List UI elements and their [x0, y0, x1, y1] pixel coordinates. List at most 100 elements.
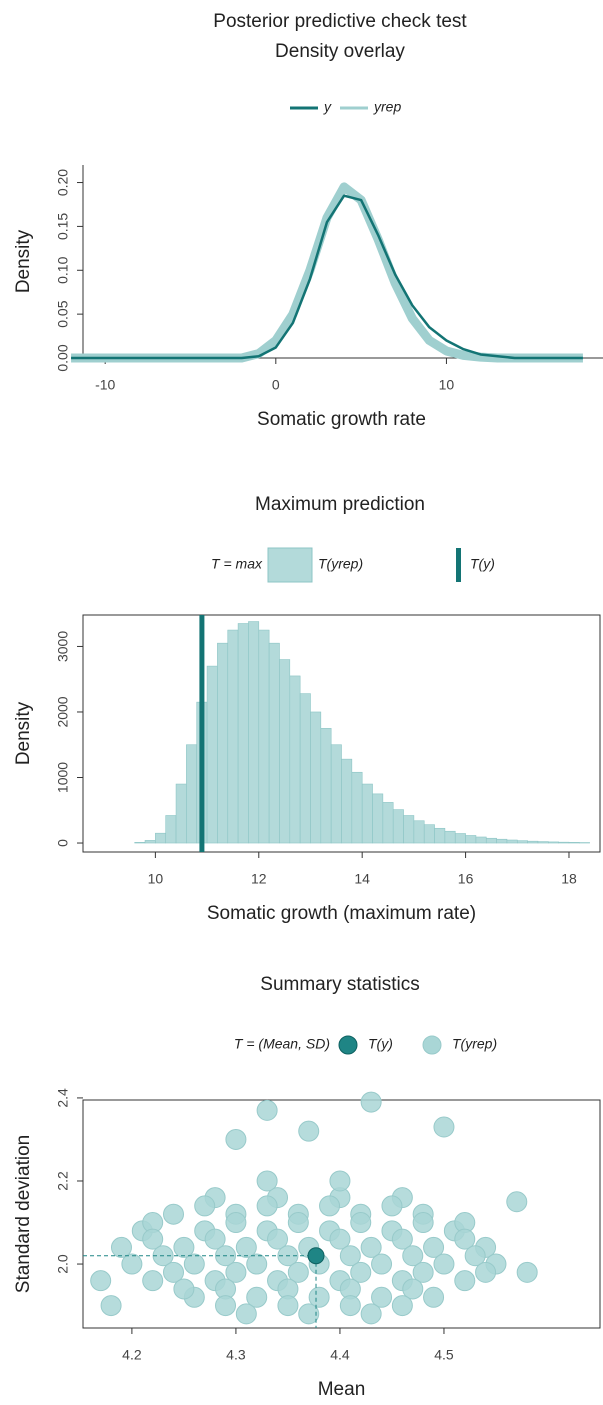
histogram-bar [496, 838, 508, 844]
histogram-bar [227, 629, 239, 844]
y-tick-label: 2.0 [55, 1254, 71, 1274]
y-tick-label: 0.15 [55, 213, 71, 240]
y-tick-label: 0 [55, 839, 71, 847]
histogram-bar [537, 841, 549, 844]
y-tick-label: 1000 [55, 762, 71, 793]
histogram-bar [258, 629, 270, 844]
histogram-bar [165, 815, 177, 844]
histogram-bar [155, 832, 167, 844]
legend-label: T(yrep) [452, 1036, 497, 1052]
histogram-bar [568, 842, 580, 844]
x-tick-label: 18 [561, 871, 577, 887]
histogram-bar [382, 802, 394, 844]
histogram-bar [268, 642, 280, 844]
scatter-point [339, 1245, 361, 1267]
x-tick-label: 10 [148, 871, 164, 887]
histogram-bar [206, 665, 218, 844]
scatter-point [464, 1245, 486, 1267]
legend-label: T(y) [470, 556, 495, 572]
histogram-bar [454, 833, 466, 844]
x-tick-label: 4.5 [434, 1347, 454, 1363]
histogram-bar [310, 711, 322, 844]
scatter-point [307, 1247, 325, 1265]
x-axis-label: Somatic growth rate [257, 409, 426, 430]
density-line [71, 182, 583, 363]
histogram-bar [413, 820, 425, 844]
scatter-point [319, 1195, 341, 1217]
histogram-bar [506, 839, 518, 844]
x-tick-label: -10 [95, 377, 115, 393]
legend-swatch [267, 547, 313, 583]
histogram-bar [134, 842, 146, 844]
scatter-point [402, 1245, 424, 1267]
scatter-point [339, 1295, 361, 1317]
scatter-point [371, 1286, 393, 1308]
chart-title: Posterior predictive check test [213, 11, 467, 32]
histogram-bar [423, 824, 435, 844]
y-tick-label: 0.20 [55, 169, 71, 196]
scatter-point [433, 1116, 455, 1138]
histogram-bar [547, 841, 559, 844]
scatter-point [287, 1212, 309, 1234]
scatter-point [402, 1278, 424, 1300]
scatter-point [121, 1253, 143, 1275]
scatter-point [173, 1278, 195, 1300]
scatter-point [235, 1236, 257, 1258]
x-tick-label: 14 [354, 871, 370, 887]
x-axis-label: Somatic growth (maximum rate) [207, 903, 476, 924]
histogram-bar [516, 840, 528, 844]
scatter-point [360, 1303, 382, 1325]
histogram-bar [485, 837, 497, 844]
scatter-point [423, 1286, 445, 1308]
scatter-point [506, 1191, 528, 1213]
chart-title: Summary statistics [260, 974, 419, 995]
legend-title: T = max [211, 556, 263, 572]
scatter-point [246, 1286, 268, 1308]
x-tick-label: 12 [251, 871, 267, 887]
scatter-point [110, 1236, 132, 1258]
scatter-point [350, 1261, 372, 1283]
histogram-bar [475, 836, 487, 844]
y-axis-label: Standard deviation [13, 1135, 34, 1293]
scatter-point [433, 1253, 455, 1275]
histogram-bar [403, 815, 415, 844]
y-axis-label: Density [13, 229, 34, 293]
histogram-bar [237, 623, 249, 844]
x-tick-label: 16 [458, 871, 474, 887]
scatter-point [173, 1236, 195, 1258]
scatter-point [256, 1195, 278, 1217]
density-line [71, 194, 583, 360]
histogram-bar [444, 830, 456, 844]
scatter-point [360, 1236, 382, 1258]
scatter-point [391, 1228, 413, 1250]
scatter-point [225, 1212, 247, 1234]
scatter-point [329, 1170, 351, 1192]
scatter-point [225, 1261, 247, 1283]
scatter-point [360, 1091, 382, 1113]
scatter-point [183, 1253, 205, 1275]
histogram-bar [279, 659, 291, 844]
scatter-point [225, 1128, 247, 1150]
legend-swatch [338, 1035, 358, 1055]
y-tick-label: 0.05 [55, 300, 71, 327]
y-tick-label: 2.2 [55, 1171, 71, 1191]
x-tick-label: 0 [272, 377, 280, 393]
x-tick-label: 4.3 [226, 1347, 246, 1363]
y-axis-label: Density [13, 701, 34, 765]
chart-subtitle: Density overlay [275, 41, 405, 62]
plot-frame [82, 614, 601, 853]
scatter-point [267, 1228, 289, 1250]
scatter-point [142, 1228, 164, 1250]
scatter-point [412, 1212, 434, 1234]
legend-label: T(y) [368, 1036, 393, 1052]
x-tick-label: 4.2 [122, 1347, 142, 1363]
scatter-point [391, 1295, 413, 1317]
x-axis-label: Mean [318, 1379, 366, 1400]
chart-title: Maximum prediction [255, 494, 425, 515]
scatter-point [90, 1270, 112, 1292]
scatter-point [381, 1195, 403, 1217]
histogram-bar [434, 827, 446, 844]
y-tick-label: 3000 [55, 631, 71, 662]
y-tick-label: 0.00 [55, 344, 71, 371]
